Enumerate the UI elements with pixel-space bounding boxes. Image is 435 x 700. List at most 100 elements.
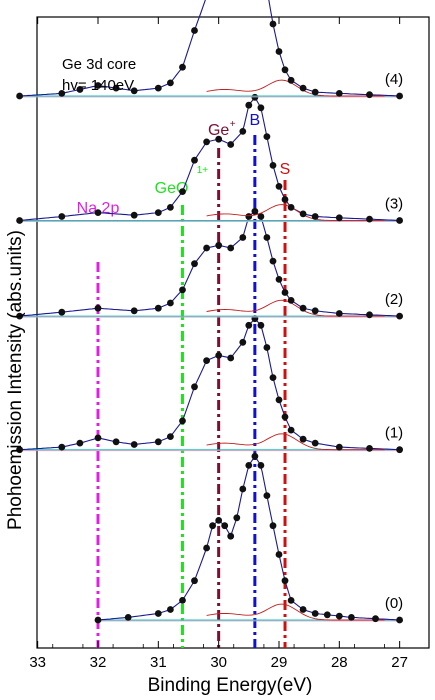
data-point bbox=[16, 312, 23, 320]
data-point bbox=[263, 133, 271, 141]
data-point bbox=[130, 307, 138, 315]
data-point bbox=[130, 211, 138, 219]
data-point bbox=[221, 522, 229, 530]
component-curve bbox=[206, 299, 385, 317]
data-point bbox=[209, 522, 217, 530]
data-point bbox=[179, 188, 186, 196]
data-point bbox=[299, 606, 307, 613]
data-point bbox=[311, 307, 319, 315]
component-curve bbox=[206, 204, 385, 221]
data-point bbox=[215, 517, 223, 524]
spectrum-label: (3) bbox=[385, 195, 403, 212]
x-tick-label: 28 bbox=[331, 654, 348, 671]
data-point bbox=[94, 616, 102, 624]
data-point bbox=[396, 616, 403, 624]
data-point bbox=[227, 141, 235, 148]
data-point bbox=[179, 63, 186, 71]
spectrum-4: (4) bbox=[16, 0, 403, 100]
component-curve bbox=[206, 603, 385, 621]
data-point bbox=[154, 610, 162, 617]
spectra: (0) (1) (2) (3) (4) bbox=[16, 0, 403, 624]
data-point bbox=[299, 84, 307, 92]
data-point bbox=[263, 492, 271, 499]
data-point bbox=[372, 615, 379, 623]
data-point bbox=[245, 101, 253, 109]
fit-envelope bbox=[19, 319, 399, 451]
data-point bbox=[335, 214, 343, 222]
data-point bbox=[257, 213, 265, 220]
data-point bbox=[154, 84, 162, 92]
data-point bbox=[233, 514, 241, 522]
data-point bbox=[167, 204, 174, 211]
data-point bbox=[348, 614, 355, 621]
data-point bbox=[396, 217, 403, 224]
data-point bbox=[58, 213, 66, 220]
peak-marker-superscript: + bbox=[230, 119, 236, 130]
data-point bbox=[203, 544, 211, 552]
data-point bbox=[269, 162, 277, 169]
data-point bbox=[335, 612, 343, 620]
spectrum-0: (0) bbox=[94, 452, 403, 624]
data-point bbox=[112, 438, 120, 446]
data-point bbox=[311, 610, 319, 617]
data-point bbox=[275, 551, 283, 558]
data-point bbox=[203, 244, 211, 252]
data-point bbox=[239, 127, 247, 135]
data-point bbox=[251, 207, 259, 215]
data-point bbox=[94, 82, 102, 89]
data-point bbox=[281, 289, 289, 296]
data-point bbox=[366, 445, 373, 452]
data-point bbox=[124, 614, 132, 621]
data-point bbox=[167, 606, 174, 613]
data-point bbox=[281, 577, 289, 585]
data-point bbox=[311, 213, 319, 220]
peak-marker-label: Na 2p bbox=[77, 200, 120, 217]
data-point bbox=[311, 88, 319, 96]
data-point bbox=[396, 312, 403, 320]
data-point bbox=[366, 311, 373, 319]
x-tick-label: 30 bbox=[210, 654, 227, 671]
spectrum-1: (1) bbox=[16, 315, 403, 454]
data-point bbox=[167, 299, 174, 307]
data-point bbox=[154, 304, 162, 312]
spectrum-2: (2) bbox=[16, 207, 403, 320]
data-point bbox=[227, 244, 235, 252]
data-point bbox=[191, 156, 198, 164]
data-point bbox=[76, 439, 84, 447]
data-point bbox=[275, 396, 283, 404]
spectrum-3: (3) bbox=[16, 93, 403, 224]
data-point bbox=[191, 577, 198, 585]
data-point bbox=[239, 338, 247, 346]
data-point bbox=[16, 92, 23, 100]
component-curve bbox=[206, 79, 385, 97]
data-point bbox=[203, 357, 211, 364]
data-point bbox=[275, 183, 283, 190]
data-point bbox=[275, 48, 283, 55]
data-point bbox=[251, 452, 259, 460]
data-point bbox=[257, 104, 265, 112]
data-point bbox=[269, 374, 277, 381]
peak-marker-label: S bbox=[280, 161, 291, 178]
data-point bbox=[94, 209, 102, 217]
data-point bbox=[245, 462, 253, 469]
photon-energy-label: hv= 140eV bbox=[62, 77, 134, 94]
data-point bbox=[287, 204, 295, 211]
data-point bbox=[215, 135, 223, 143]
data-point bbox=[257, 462, 265, 469]
data-point bbox=[94, 304, 102, 312]
data-point bbox=[58, 443, 66, 451]
data-point bbox=[311, 439, 319, 447]
data-point bbox=[287, 597, 295, 604]
data-point bbox=[203, 138, 211, 146]
data-point bbox=[281, 66, 289, 74]
data-point bbox=[239, 234, 247, 241]
data-point bbox=[154, 438, 162, 446]
peak-marker-superscript: 1+ bbox=[197, 165, 209, 176]
data-point bbox=[215, 241, 223, 249]
y-axis-label: Phohoemission Intensity (abs.units) bbox=[5, 230, 26, 530]
data-point bbox=[16, 446, 23, 454]
spectrum-label: (0) bbox=[385, 595, 403, 612]
data-point bbox=[245, 321, 253, 329]
data-point bbox=[281, 413, 289, 421]
